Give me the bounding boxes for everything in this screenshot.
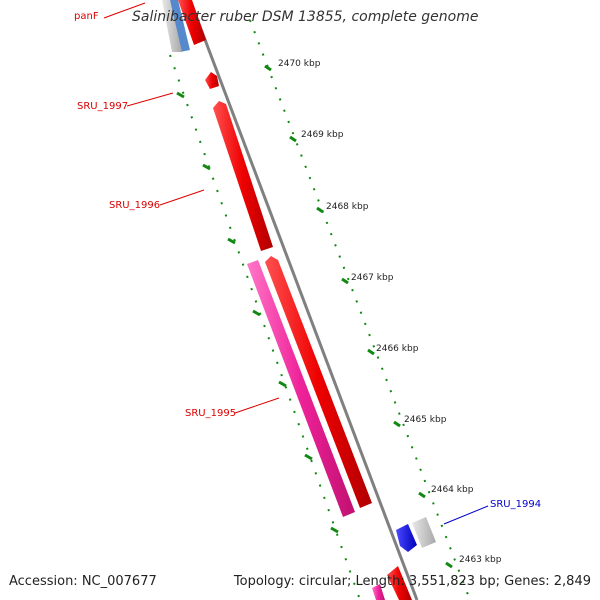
gene-bottom-red[interactable] [387, 566, 412, 600]
gene-sru-1995-forward[interactable] [265, 256, 372, 508]
gene-sru-1995[interactable] [247, 260, 355, 517]
map-title: Salinibacter ruber DSM 13855, complete g… [132, 9, 479, 25]
genome-summary-text: Topology: circular; Length: 3,551,823 bp… [233, 574, 591, 589]
gene-panf[interactable] [178, 0, 206, 45]
leader-line-sru-1995 [234, 397, 280, 414]
leader-line-sru-1996 [159, 189, 205, 206]
accession-text: Accession: NC_007677 [9, 574, 157, 589]
scale-label: 2464 kbp [431, 485, 474, 495]
gene-sru-1994-grey[interactable] [412, 517, 436, 548]
leader-line-sru-1997 [126, 92, 174, 107]
gene-bottom-pink[interactable] [372, 584, 385, 600]
gene-sru-1994[interactable] [396, 524, 417, 552]
gene-label-sru-1996[interactable]: SRU_1996 [109, 200, 160, 211]
leader-line-sru-1994 [443, 505, 489, 525]
leader-line-panf [103, 2, 146, 19]
scale-label: 2466 kbp [376, 344, 419, 354]
gene-label-sru-1997[interactable]: SRU_1997 [77, 101, 128, 112]
gene-panf-grey-block[interactable] [162, 0, 182, 52]
outer-scale-ticks [249, 19, 471, 600]
gene-sru-1996[interactable] [213, 101, 273, 251]
gene-label-sru-1994[interactable]: SRU_1994 [490, 499, 541, 510]
gene-label-panf[interactable]: panF [74, 11, 99, 22]
scale-label: 2468 kbp [326, 202, 369, 212]
major-scale-ticks [264, 64, 453, 569]
gene-sru-1997[interactable] [205, 72, 219, 89]
gene-label-sru-1995[interactable]: SRU_1995 [185, 408, 236, 419]
gene-panf-blue-block[interactable] [170, 0, 190, 52]
scale-label: 2465 kbp [404, 415, 447, 425]
scale-label: 2469 kbp [301, 130, 344, 140]
scale-label: 2470 kbp [278, 59, 321, 69]
scale-label: 2467 kbp [351, 273, 394, 283]
genome-backbone [188, 0, 419, 600]
scale-label: 2463 kbp [459, 555, 502, 565]
inner-major-ticks [176, 91, 339, 534]
